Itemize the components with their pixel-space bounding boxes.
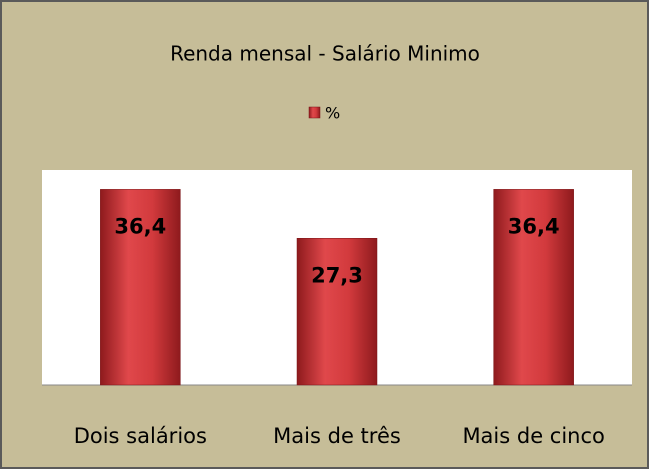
- bar: [296, 238, 378, 386]
- x-tick-label: Mais de cinco: [462, 424, 604, 448]
- bar: [493, 189, 574, 386]
- bar: [100, 189, 181, 386]
- data-label: 27,3: [311, 263, 363, 287]
- data-label: 36,4: [508, 214, 560, 238]
- x-tick-label: Dois salários: [74, 424, 207, 448]
- data-label: 36,4: [114, 214, 166, 238]
- legend-label: %: [325, 104, 340, 123]
- chart-title: Renda mensal - Salário Minimo: [170, 42, 480, 66]
- legend-swatch: [308, 106, 321, 119]
- x-tick-label: Mais de três: [273, 424, 401, 448]
